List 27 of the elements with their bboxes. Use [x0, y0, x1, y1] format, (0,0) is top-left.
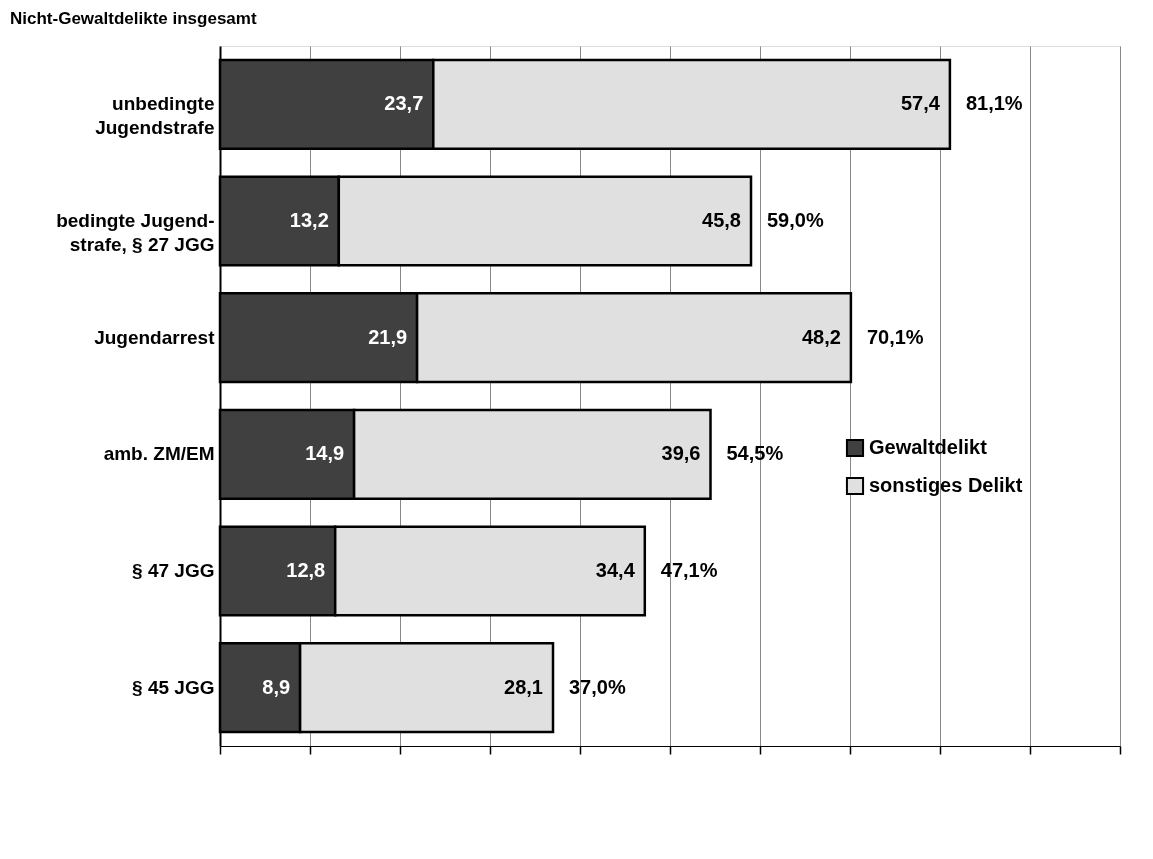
data-label: 12,8 — [286, 559, 326, 581]
data-label: 8,9 — [262, 675, 291, 698]
data-label: 21,9 — [368, 325, 408, 348]
y-tick-label: amb. ZM/EM — [103, 443, 215, 465]
y-tick-label: unbedingte Jugendstrafe — [95, 93, 215, 139]
total-label: 54,5% — [726, 442, 784, 465]
chart-title: Nicht-Gewaltdelikte insgesamt — [10, 9, 257, 28]
total-label: 59,0% — [767, 209, 824, 231]
y-tick-label: bedingte Jugend- strafe, § 27 JGG — [56, 210, 215, 255]
legend-label: Gewaltdelikt — [869, 436, 988, 458]
total-label: 81,1% — [965, 92, 1023, 115]
data-label: 45,8 — [702, 209, 741, 231]
data-label: 34,4 — [595, 559, 636, 581]
y-tick-label: § 47 JGG — [132, 560, 215, 581]
total-label: 37,0% — [569, 675, 626, 698]
data-label: 13,2 — [289, 209, 329, 231]
data-label: 57,4 — [900, 92, 941, 115]
data-label: 28,1 — [504, 675, 543, 698]
y-tick-label: Jugendarrest — [94, 326, 216, 348]
total-label: 47,1% — [660, 559, 718, 581]
y-tick-label: § 45 JGG — [132, 676, 215, 698]
total-label: 70,1% — [866, 325, 924, 348]
data-label: 39,6 — [661, 442, 701, 465]
data-label: 14,9 — [305, 442, 345, 465]
legend-label: sonstiges Delikt — [869, 474, 1023, 496]
data-label: 23,7 — [384, 92, 424, 115]
data-label: 48,2 — [801, 325, 841, 348]
